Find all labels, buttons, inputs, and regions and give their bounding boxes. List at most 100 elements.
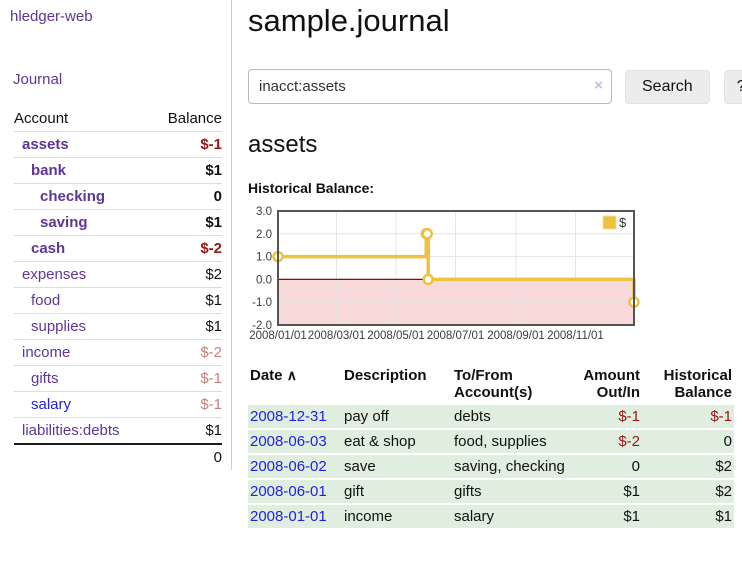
- account-balance: $-1: [151, 391, 222, 418]
- legend-label: $: [619, 215, 627, 230]
- register-amount-cell: 0: [572, 455, 642, 478]
- account-link[interactable]: bank: [31, 162, 67, 179]
- account-row: assets $-1: [14, 131, 222, 158]
- register-balance-cell: $-1: [642, 405, 734, 428]
- register-date-cell: 2008-01-01: [248, 505, 344, 528]
- register-balance-cell: 0: [642, 430, 734, 453]
- register-description-cell: save: [344, 455, 454, 478]
- register-row: 2008-06-02 save saving, checking 0 $2: [248, 455, 734, 478]
- register-balance-cell: $1: [642, 505, 734, 528]
- register-description-cell: pay off: [344, 405, 454, 428]
- register-accounts-cell: saving, checking: [454, 455, 572, 478]
- register-table: Date ∧ Description To/From Account(s) Am…: [248, 363, 734, 530]
- register-row: 2008-06-03 eat & shop food, supplies $-2 0: [248, 430, 734, 453]
- main-content: sample.journal × Search ? assets Histori…: [232, 0, 742, 530]
- plot-border: [277, 210, 635, 326]
- account-link[interactable]: expenses: [22, 266, 87, 283]
- account-link[interactable]: gifts: [31, 370, 59, 387]
- search-input-wrap: ×: [248, 69, 612, 104]
- transaction-date-link[interactable]: 2008-06-02: [250, 458, 327, 475]
- accounts-table: Account Balance assets $-1 bank $1 checking 0…: [14, 106, 222, 470]
- clear-search-icon[interactable]: ×: [594, 77, 603, 94]
- account-link[interactable]: salary: [31, 396, 72, 413]
- account-balance: $1: [151, 157, 222, 184]
- register-description-cell: income: [344, 505, 454, 528]
- account-link[interactable]: cash: [31, 240, 66, 257]
- account-balance: $-2: [151, 235, 222, 262]
- account-row: checking 0: [14, 183, 222, 210]
- account-link[interactable]: checking: [40, 188, 106, 205]
- data-point-marker: [422, 273, 434, 286]
- help-button[interactable]: ?: [723, 69, 742, 104]
- account-link[interactable]: saving: [40, 214, 88, 231]
- account-row: expenses $2: [14, 261, 222, 288]
- x-tick-label: 2008/05/01: [367, 330, 425, 342]
- register-amount-cell: $-2: [572, 430, 642, 453]
- account-row: gifts $-1: [14, 365, 222, 392]
- register-header-balance: Historical Balance: [663, 367, 732, 401]
- register-balance-cell: $2: [642, 480, 734, 503]
- account-link[interactable]: assets: [22, 136, 69, 153]
- legend-swatch: [602, 215, 617, 230]
- account-row: salary $-1: [14, 391, 222, 418]
- register-row: 2008-06-01 gift gifts $1 $2: [248, 480, 734, 503]
- journal-nav: Journal: [13, 71, 231, 88]
- sort-ascending-icon: ∧: [286, 367, 297, 383]
- y-tick-label: 0.0: [256, 274, 272, 286]
- account-link[interactable]: income: [22, 344, 71, 361]
- account-link[interactable]: liabilities:debts: [22, 422, 120, 439]
- register-header-description: Description: [344, 367, 427, 384]
- register-amount-cell: $-1: [572, 405, 642, 428]
- register-accounts-cell: gifts: [454, 480, 572, 503]
- account-balance: $1: [151, 417, 222, 444]
- accounts-header-account: Account: [14, 110, 69, 127]
- search-bar: × Search ?: [248, 69, 742, 104]
- accounts-table-body: assets $-1 bank $1 checking 0 saving $1 cash $-2 e…: [14, 131, 222, 444]
- y-tick-label: -2.0: [252, 320, 272, 332]
- register-header-date[interactable]: Date ∧: [250, 367, 297, 384]
- account-balance: $2: [151, 261, 222, 288]
- account-heading: assets: [248, 131, 318, 158]
- register-table-body: 2008-12-31 pay off debts $-1 $-1 2008-06-03 ea…: [248, 405, 734, 528]
- register-date-cell: 2008-06-03: [248, 430, 344, 453]
- sidebar: hledger-web Journal Account Balance asse…: [0, 0, 232, 470]
- app-title-link[interactable]: hledger-web: [10, 8, 93, 25]
- y-tick-label: -1.0: [252, 297, 272, 309]
- x-tick-label: 2008/07/01: [427, 330, 485, 342]
- transaction-date-link[interactable]: 2008-01-01: [250, 508, 327, 525]
- page: hledger-web Journal Account Balance asse…: [0, 0, 742, 530]
- y-tick-label: 1.0: [256, 252, 272, 264]
- transaction-date-link[interactable]: 2008-06-01: [250, 483, 327, 500]
- app-title: hledger-web: [10, 8, 231, 25]
- accounts-total-row: 0: [14, 443, 222, 470]
- search-input[interactable]: [248, 69, 612, 104]
- search-button[interactable]: Search: [625, 69, 710, 104]
- accounts-total-spacer: [14, 443, 152, 470]
- register-header-accounts: To/From Account(s): [454, 367, 533, 401]
- register-date-cell: 2008-12-31: [248, 405, 344, 428]
- register-row: 2008-12-31 pay off debts $-1 $-1: [248, 405, 734, 428]
- y-tick-label: 2.0: [256, 229, 272, 241]
- register-date-cell: 2008-06-01: [248, 480, 344, 503]
- x-tick-label: 2008/09/01: [487, 330, 545, 342]
- account-row: food $1: [14, 287, 222, 314]
- account-link[interactable]: supplies: [31, 318, 87, 335]
- account-row: cash $-2: [14, 235, 222, 262]
- account-balance: $1: [151, 209, 222, 236]
- account-balance: 0: [151, 183, 222, 210]
- account-balance: $-1: [151, 365, 222, 392]
- transaction-date-link[interactable]: 2008-06-03: [250, 433, 327, 450]
- register-accounts-cell: debts: [454, 405, 572, 428]
- account-link[interactable]: food: [31, 292, 61, 309]
- journal-link[interactable]: Journal: [13, 71, 63, 88]
- page-title: sample.journal: [248, 3, 450, 38]
- x-tick-label: 2008/03/01: [308, 330, 366, 342]
- transaction-date-link[interactable]: 2008-12-31: [250, 408, 327, 425]
- register-description-cell: gift: [344, 480, 454, 503]
- account-row: saving $1: [14, 209, 222, 236]
- register-description-cell: eat & shop: [344, 430, 454, 453]
- register-row: 2008-01-01 income salary $1 $1: [248, 505, 734, 528]
- accounts-total-value: 0: [151, 443, 222, 470]
- register-header-row: Date ∧ Description To/From Account(s) Am…: [248, 365, 734, 403]
